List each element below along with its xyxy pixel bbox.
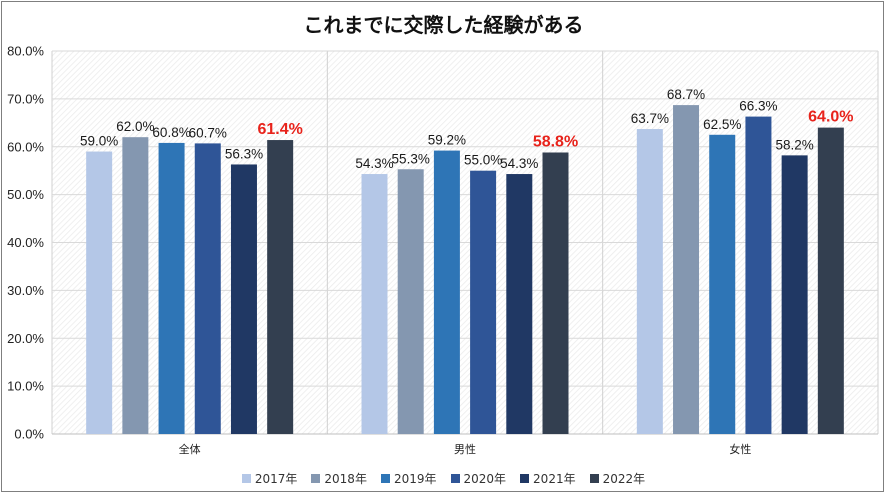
bar (230, 164, 257, 434)
bar (817, 127, 844, 434)
bar (194, 143, 221, 434)
legend-item: 2020年 (450, 470, 507, 487)
data-label: 54.3% (355, 156, 393, 171)
legend-item: 2018年 (311, 470, 367, 487)
y-tick-label: 30.0% (7, 283, 44, 298)
data-label: 54.3% (500, 156, 538, 171)
legend-item: 2021年 (520, 470, 576, 487)
bar (361, 174, 388, 434)
legend-swatch (450, 474, 460, 483)
x-category-label: 女性 (729, 442, 751, 456)
y-tick-label: 80.0% (7, 44, 44, 59)
data-label: 59.0% (80, 134, 118, 149)
bar (636, 129, 663, 434)
legend-label: 2021年 (533, 472, 576, 486)
data-label: 62.0% (116, 119, 154, 134)
bar (506, 174, 533, 434)
legend-swatch (589, 474, 599, 483)
data-label: 60.8% (152, 125, 190, 140)
x-category-label: 男性 (454, 442, 476, 456)
data-label: 55.0% (464, 153, 502, 168)
data-label: 64.0% (808, 109, 853, 126)
y-tick-label: 50.0% (7, 187, 44, 202)
legend: 2017年 2018年 2019年 2020年 2021年 2022年 (0, 470, 887, 487)
data-label: 66.3% (739, 99, 777, 114)
bar (397, 169, 424, 434)
bar (86, 151, 113, 434)
x-category-label: 全体 (179, 442, 201, 456)
bar (122, 137, 149, 435)
chart-title: これまでに交際した経験がある (303, 13, 584, 37)
legend-item: 2019年 (380, 470, 437, 487)
y-tick-label: 20.0% (7, 331, 44, 346)
bar (433, 150, 460, 434)
data-label: 61.4% (257, 121, 302, 138)
y-tick-label: 70.0% (7, 91, 44, 106)
legend-label: 2017年 (254, 472, 298, 486)
data-label: 58.8% (533, 133, 578, 150)
legend-label: 2019年 (393, 472, 437, 486)
bar (673, 105, 700, 434)
data-label: 59.2% (428, 133, 466, 148)
legend-label: 2020年 (463, 472, 507, 486)
legend-label: 2022年 (602, 472, 646, 486)
bar-chart: 0.0% 10.0% 20.0% 30.0% 40.0% 50.0% 60.0% 70.0% 8… (7, 44, 879, 456)
bar (745, 116, 772, 435)
legend-swatch (380, 474, 390, 483)
bar (158, 142, 185, 435)
legend-swatch (520, 474, 530, 483)
bar (781, 155, 808, 434)
bar (709, 134, 736, 434)
y-tick-label: 60.0% (7, 139, 44, 154)
legend-item: 2017年 (241, 470, 298, 487)
data-label: 55.3% (392, 151, 430, 166)
legend-item: 2022年 (589, 470, 646, 487)
data-label: 60.7% (189, 125, 227, 140)
data-label: 56.3% (225, 146, 263, 161)
data-label: 58.2% (775, 137, 813, 152)
y-tick-label: 0.0% (14, 427, 44, 442)
bar (542, 152, 569, 434)
data-label: 62.5% (703, 117, 741, 132)
legend-swatch (311, 474, 321, 483)
legend-label: 2018年 (324, 472, 367, 486)
bar (470, 170, 497, 434)
data-label: 63.7% (631, 111, 669, 126)
bar (267, 140, 294, 435)
data-label: 68.7% (667, 87, 705, 102)
y-tick-label: 10.0% (7, 379, 44, 394)
y-tick-label: 40.0% (7, 235, 44, 250)
legend-swatch (241, 474, 251, 483)
